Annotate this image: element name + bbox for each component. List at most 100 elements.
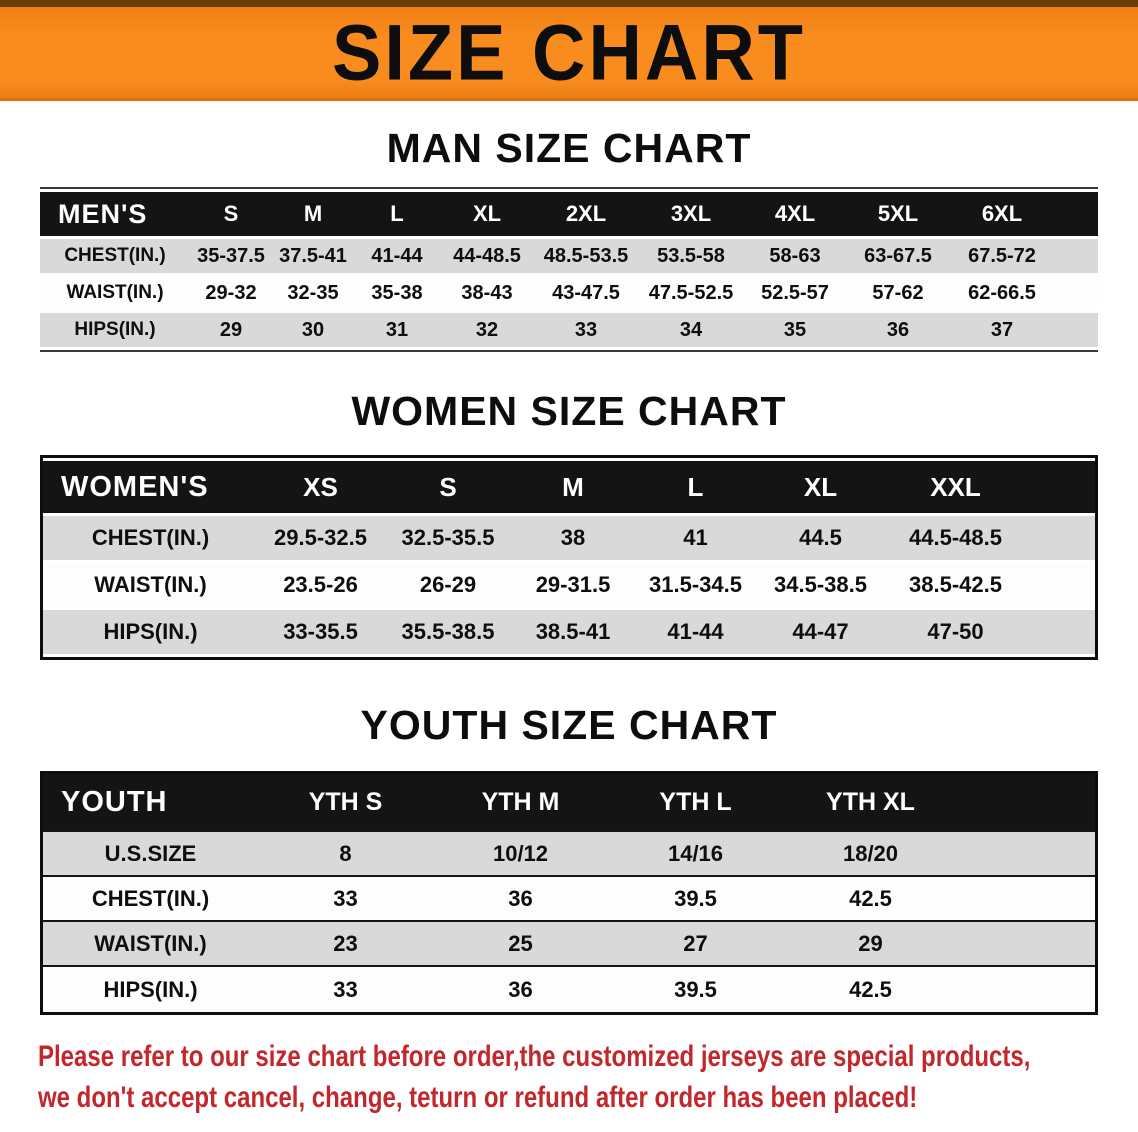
women-chest-row: CHEST(IN.) 29.5-32.5 32.5-35.5 38 41 44.… [43,516,1095,560]
youth-size-table: YOUTH YTH S YTH M YTH L YTH XL U.S.SIZE … [43,774,1095,1012]
size-value: 63-67.5 [846,239,950,273]
size-value: 42.5 [783,967,958,1012]
row-label: HIPS(IN.) [43,610,258,654]
size-value: 30 [272,313,354,347]
size-value: 32-35 [272,276,354,310]
row-spacer [1028,516,1095,560]
size-column-header: 6XL [950,192,1054,236]
youth-header-row: YOUTH YTH S YTH M YTH L YTH XL [43,774,1095,832]
row-label: CHEST(IN.) [40,239,190,273]
size-column-header: M [272,192,354,236]
youth-hips-row: HIPS(IN.) 33 36 39.5 42.5 [43,967,1095,1012]
men-header-row: MEN'S S M L XL 2XL 3XL 4XL 5XL 6XL [40,192,1098,236]
women-waist-row: WAIST(IN.) 23.5-26 26-29 29-31.5 31.5-34… [43,563,1095,607]
size-column-header: XXL [883,461,1028,513]
size-value: 36 [433,877,608,922]
row-label: WAIST(IN.) [43,563,258,607]
size-value: 39.5 [608,967,783,1012]
header-spacer [958,774,1095,832]
women-size-table: WOMEN'S XS S M L XL XXL CHEST(IN.) 29.5-… [43,458,1095,657]
row-label: CHEST(IN.) [43,516,258,560]
men-waist-row: WAIST(IN.) 29-32 32-35 35-38 38-43 43-47… [40,276,1098,310]
size-column-header: 3XL [638,192,744,236]
size-value: 38 [513,516,633,560]
banner: SIZE CHART [0,0,1138,101]
size-value: 52.5-57 [744,276,846,310]
youth-table-title: YOUTH [43,774,258,832]
banner-title: SIZE CHART [332,8,806,97]
row-spacer [1028,563,1095,607]
size-value: 41-44 [633,610,758,654]
size-value: 44-48.5 [440,239,534,273]
men-chest-row: CHEST(IN.) 35-37.5 37.5-41 41-44 44-48.5… [40,239,1098,273]
size-column-header: L [354,192,440,236]
men-section-heading: MAN SIZE CHART [386,125,752,171]
size-column-header: S [383,461,513,513]
size-value: 18/20 [783,832,958,877]
row-spacer [958,832,1095,877]
size-value: 36 [433,967,608,1012]
row-label: HIPS(IN.) [40,313,190,347]
size-value: 34 [638,313,744,347]
row-spacer [958,922,1095,967]
size-value: 14/16 [608,832,783,877]
size-column-header: YTH M [433,774,608,832]
notice: Please refer to our size chart before or… [38,1037,1030,1118]
size-value: 42.5 [783,877,958,922]
women-section-heading: WOMEN SIZE CHART [351,388,787,434]
size-value: 33 [534,313,638,347]
size-value: 43-47.5 [534,276,638,310]
size-value: 44-47 [758,610,883,654]
youth-ussize-row: U.S.SIZE 8 10/12 14/16 18/20 [43,832,1095,877]
men-table-title: MEN'S [40,192,190,236]
women-table-frame: WOMEN'S XS S M L XL XXL CHEST(IN.) 29.5-… [40,455,1098,660]
size-value: 34.5-38.5 [758,563,883,607]
size-value: 32.5-35.5 [383,516,513,560]
size-value: 10/12 [433,832,608,877]
youth-table-frame: YOUTH YTH S YTH M YTH L YTH XL U.S.SIZE … [40,771,1098,1015]
row-spacer [1028,610,1095,654]
women-header-row: WOMEN'S XS S M L XL XXL [43,461,1095,513]
size-value: 27 [608,922,783,967]
size-column-header: 2XL [534,192,638,236]
size-value: 38.5-41 [513,610,633,654]
size-column-header: YTH L [608,774,783,832]
notice-line-2: we don't accept cancel, change, teturn o… [38,1080,918,1114]
size-column-header: 4XL [744,192,846,236]
row-spacer [1054,239,1098,273]
size-value: 44.5 [758,516,883,560]
men-hips-row: HIPS(IN.) 29 30 31 32 33 34 35 36 37 [40,313,1098,347]
size-column-header: XS [258,461,383,513]
size-column-header: YTH XL [783,774,958,832]
women-hips-row: HIPS(IN.) 33-35.5 35.5-38.5 38.5-41 41-4… [43,610,1095,654]
size-value: 39.5 [608,877,783,922]
row-label: WAIST(IN.) [40,276,190,310]
row-spacer [1054,276,1098,310]
row-label: WAIST(IN.) [43,922,258,967]
size-value: 37.5-41 [272,239,354,273]
row-label: CHEST(IN.) [43,877,258,922]
size-value: 47.5-52.5 [638,276,744,310]
size-value: 36 [846,313,950,347]
size-value: 33 [258,877,433,922]
size-column-header: 5XL [846,192,950,236]
size-value: 58-63 [744,239,846,273]
size-value: 53.5-58 [638,239,744,273]
row-label: HIPS(IN.) [43,967,258,1012]
size-value: 29-32 [190,276,272,310]
size-column-header: XL [758,461,883,513]
size-column-header: S [190,192,272,236]
row-label: U.S.SIZE [43,832,258,877]
size-value: 29 [783,922,958,967]
youth-waist-row: WAIST(IN.) 23 25 27 29 [43,922,1095,967]
size-value: 29.5-32.5 [258,516,383,560]
size-value: 62-66.5 [950,276,1054,310]
women-table-title: WOMEN'S [43,461,258,513]
size-value: 67.5-72 [950,239,1054,273]
size-column-header: M [513,461,633,513]
size-value: 23 [258,922,433,967]
size-value: 41-44 [354,239,440,273]
size-column-header: L [633,461,758,513]
size-value: 48.5-53.5 [534,239,638,273]
